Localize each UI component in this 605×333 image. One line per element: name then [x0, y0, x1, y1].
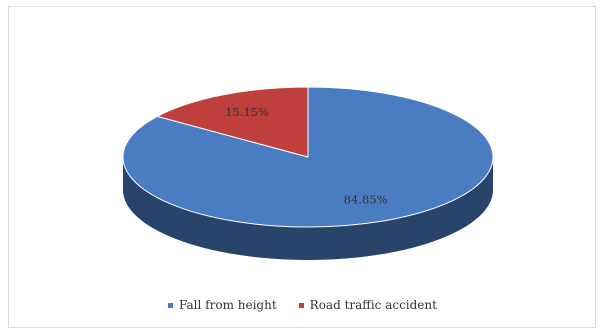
pie-data-labels: 84.85% 15.15%: [225, 105, 388, 206]
pie-side-walls: [123, 157, 493, 260]
legend-label: Fall from height: [179, 298, 277, 312]
legend-item-fall-from-height: Fall from height: [168, 298, 277, 312]
pie-slices: [122, 86, 494, 228]
legend-item-road-traffic-accident: Road traffic accident: [298, 298, 437, 312]
pie-side-fall-from-height: [123, 157, 493, 260]
pie-slice-road-traffic-accident: [156, 86, 309, 158]
data-label-road-traffic-accident: 15.15%: [225, 105, 269, 119]
legend-swatch: [298, 302, 304, 308]
chart-legend: Fall from height Road traffic accident: [0, 295, 605, 315]
data-label-fall-from-height: 84.85%: [344, 192, 388, 206]
legend-label: Road traffic accident: [309, 298, 437, 312]
legend-swatch: [168, 302, 174, 308]
